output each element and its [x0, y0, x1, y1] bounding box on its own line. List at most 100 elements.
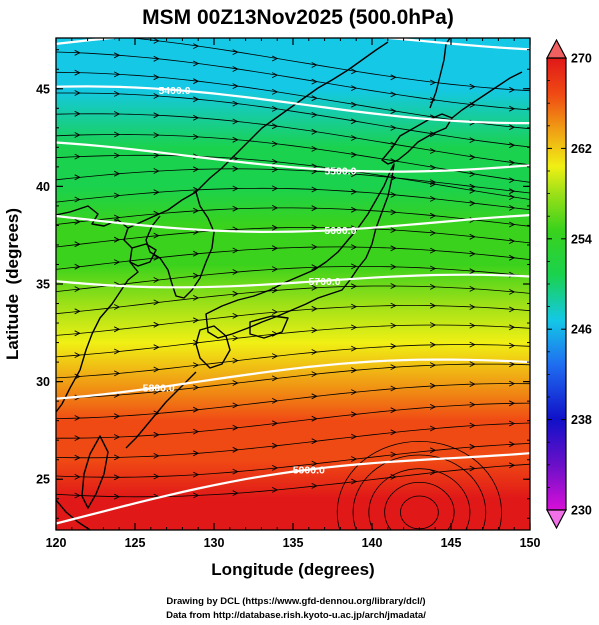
wind-arrow	[153, 189, 160, 196]
wind-arrow	[192, 250, 200, 257]
wind-arrow	[429, 265, 437, 272]
wind-arrow	[271, 330, 279, 337]
wind-arrow	[311, 415, 318, 422]
wind-arrow	[508, 124, 516, 131]
wind-arrow	[192, 133, 200, 140]
wind-arrow	[113, 259, 121, 266]
y-tick-label: 35	[36, 278, 50, 292]
wind-arrow	[311, 305, 318, 312]
colorbar-tick-label: 262	[571, 142, 592, 156]
wind-arrow	[232, 185, 239, 192]
contour-line	[56, 141, 530, 173]
wind-arrow	[469, 268, 476, 275]
wind-arrow	[390, 429, 397, 436]
credit-line-2: Data from http://database.rish.kyoto-u.a…	[166, 610, 426, 621]
wind-arrow	[192, 78, 200, 85]
wind-arrow	[390, 302, 397, 309]
wind-arrow	[311, 482, 318, 489]
wind-arrow	[192, 492, 200, 499]
wind-arrow	[508, 194, 516, 201]
wind-arrow	[153, 473, 160, 480]
wind-arrow	[113, 454, 121, 461]
wind-arrow	[74, 132, 81, 138]
wind-arrow	[74, 49, 81, 56]
wind-arrow	[232, 165, 239, 172]
wind-arrow	[311, 205, 318, 212]
wind-arrow	[311, 111, 318, 118]
wind-arrow	[429, 230, 437, 236]
wind-arrow	[192, 166, 200, 173]
wind-arrow	[429, 195, 437, 202]
wind-arrow	[390, 407, 397, 414]
wind-arrow	[232, 247, 239, 254]
wind-arrow	[429, 425, 437, 432]
wind-arrow	[390, 364, 397, 371]
chart-title: MSM 00Z13Nov2025 (500.0hPa)	[142, 6, 454, 29]
wind-arrow	[74, 352, 81, 359]
wind-arrow	[508, 188, 516, 195]
wind-arrow	[271, 204, 279, 211]
wind-arrow	[390, 385, 397, 392]
contour-line	[56, 85, 530, 125]
wind-arrow	[390, 451, 397, 458]
wind-arrow	[113, 90, 121, 97]
wind-arrow	[508, 204, 516, 211]
contour-line	[56, 214, 530, 234]
wind-arrow	[311, 438, 318, 445]
wind-arrow	[192, 428, 200, 435]
wind-arrow	[390, 191, 397, 198]
wind-arrow	[350, 118, 358, 125]
wind-arrow	[311, 78, 318, 85]
contour-label: 5700.0	[309, 276, 341, 288]
x-tick-label: 135	[283, 536, 304, 550]
wind-arrow	[113, 474, 121, 481]
wind-arrow	[469, 171, 476, 178]
wind-arrow	[390, 209, 397, 216]
wind-arrow	[390, 245, 397, 252]
wind-arrow	[153, 299, 160, 306]
wind-arrow	[508, 86, 516, 93]
y-tick-label: 45	[36, 82, 50, 96]
wind-arrow	[311, 264, 318, 271]
wind-arrow	[232, 357, 239, 364]
wind-arrow	[429, 148, 437, 154]
wind-arrow	[113, 413, 121, 420]
wind-arrow	[271, 309, 279, 315]
wind-arrow	[271, 420, 279, 427]
wind-arrow	[390, 91, 397, 98]
wind-arrow	[192, 317, 200, 324]
wind-arrow	[350, 135, 358, 141]
wind-arrow	[311, 284, 318, 291]
wind-arrow	[469, 341, 476, 348]
wind-arrow	[390, 322, 397, 329]
contour-line	[56, 358, 530, 400]
wind-arrow	[192, 471, 200, 478]
wind-arrow	[232, 100, 239, 107]
wind-arrow	[469, 443, 476, 450]
wind-arrow	[508, 105, 516, 112]
wind-arrow	[469, 465, 476, 472]
wind-arrow	[350, 244, 358, 251]
colorbar-max-extend	[546, 38, 567, 59]
wind-arrow	[508, 462, 516, 469]
wind-arrow	[74, 308, 81, 315]
y-tick-label: 40	[36, 180, 50, 194]
wind-arrow	[74, 241, 81, 248]
x-axis: 120 125 130 135 140 145 150	[46, 38, 540, 550]
wind-arrow	[311, 327, 318, 334]
wind-arrow	[74, 286, 81, 293]
wind-arrow	[153, 410, 160, 417]
wind-arrow	[232, 402, 239, 409]
wind-arrow	[153, 55, 160, 62]
x-tick-label: 125	[125, 536, 146, 550]
wind-arrow	[429, 79, 437, 86]
wind-arrow	[232, 118, 239, 125]
wind-arrow	[469, 101, 476, 108]
y-axis-label: Latitude (degrees)	[3, 208, 22, 360]
wind-arrow	[153, 366, 160, 373]
wind-arrow	[311, 95, 318, 102]
wind-arrow	[390, 227, 397, 234]
x-tick-label: 140	[362, 536, 383, 550]
wind-arrow	[232, 468, 239, 475]
